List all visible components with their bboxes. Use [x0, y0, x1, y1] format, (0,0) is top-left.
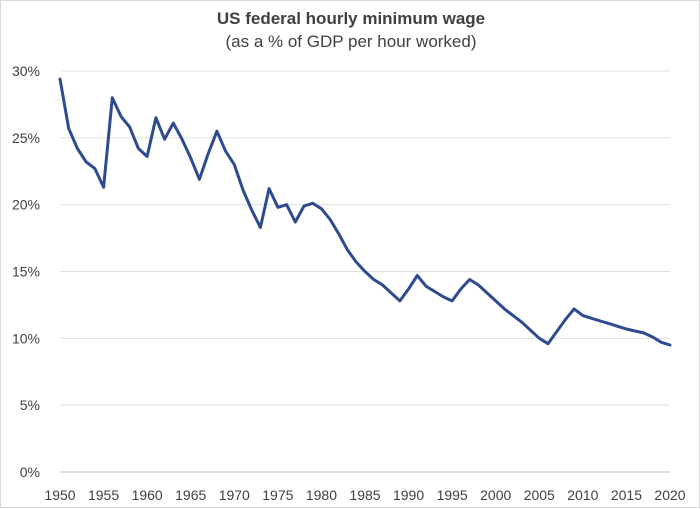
x-tick-label: 1960	[132, 487, 163, 503]
x-tick-label: 1965	[175, 487, 206, 503]
x-tick-label: 2000	[480, 487, 511, 503]
x-tick-label: 1990	[393, 487, 424, 503]
y-tick-label: 0%	[20, 464, 40, 480]
series-line	[58, 77, 672, 347]
x-tick-label: 1955	[88, 487, 119, 503]
y-tick-label: 25%	[12, 130, 40, 146]
x-tick-label: 1975	[262, 487, 293, 503]
x-tick-label: 2015	[611, 487, 642, 503]
y-tick-label: 20%	[12, 197, 40, 213]
x-tick-label: 2010	[567, 487, 598, 503]
x-tick-label: 2020	[654, 487, 685, 503]
y-tick-label: 10%	[12, 330, 40, 346]
x-tick-label: 1980	[306, 487, 337, 503]
y-tick-label: 5%	[20, 397, 40, 413]
x-tick-label: 1950	[44, 487, 75, 503]
y-axis-ticks: 0% 5% 10% 15% 20% 25% 30%	[12, 63, 40, 480]
x-tick-label: 1985	[349, 487, 380, 503]
y-tick-label: 30%	[12, 63, 40, 79]
y-tick-label: 15%	[12, 264, 40, 280]
x-tick-label: 2005	[524, 487, 555, 503]
gridlines	[60, 70, 670, 406]
x-axis-ticks: 1950 1955 1960 1965 1970 1975 1980 1985 1990 1995…	[44, 487, 685, 503]
chart-title: US federal hourly minimum wage	[217, 9, 485, 28]
x-tick-label: 1970	[219, 487, 250, 503]
x-tick-label: 1995	[437, 487, 468, 503]
series-layer	[58, 77, 672, 347]
chart-subtitle: (as a % of GDP per hour worked)	[225, 32, 476, 51]
